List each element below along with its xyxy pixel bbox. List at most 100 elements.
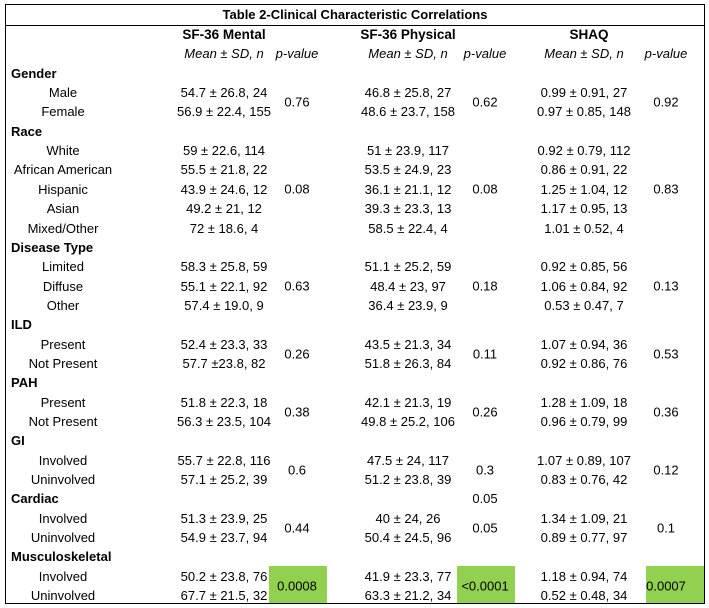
row-label: Asian [46, 201, 80, 217]
physical-cell: 49.8 ± 25.2, 106 [361, 414, 455, 429]
mental-cell: 56.3 ± 23.5, 104 [177, 414, 271, 429]
mental-cell: 67.7 ± 21.5, 32 [180, 588, 268, 604]
shaq-cell: 1.34 ± 1.09, 21 [540, 510, 628, 526]
p-value-header: p-value [644, 46, 688, 62]
shaq-cell: 0.97 ± 0.85, 148 [537, 104, 631, 120]
p-value-header: p-value [463, 46, 507, 62]
physical-cell: 40 ± 24, 26 [375, 510, 441, 526]
row-label: Not Present [28, 414, 98, 429]
shaq-cell: 0.92 ± 0.85, 56 [540, 259, 628, 275]
p-value-cell: 0.13 [653, 278, 679, 294]
mental-cell: 51.8 ± 22.3, 18 [180, 394, 268, 410]
physical-cell: 43.5 ± 21.3, 34 [364, 336, 452, 352]
shaq-cell: 0.92 ± 0.86, 76 [540, 355, 628, 371]
column-group-header: SHAQ [569, 27, 609, 42]
shaq-cell: 0.99 ± 0.91, 27 [540, 85, 628, 101]
row-label: Involved [38, 510, 88, 526]
mental-cell: 55.5 ± 21.8, 22 [180, 162, 268, 178]
row-label: Hispanic [38, 181, 88, 197]
category-label: PAH [11, 375, 38, 391]
mean-sd-header: Mean ± SD, n [184, 46, 264, 62]
row-label: Not Present [28, 355, 98, 371]
p-value-cell: 0.83 [653, 181, 679, 197]
significant-highlight [457, 565, 515, 603]
mental-cell: 57.7 ±23.8, 82 [182, 355, 266, 371]
physical-cell: 36.1 ± 21.1, 12 [364, 181, 452, 197]
physical-cell: 51 ± 23.9, 117 [366, 143, 450, 159]
row-label: Other [46, 297, 80, 313]
row-label: Limited [42, 259, 84, 275]
p-value-cell: 0.3 [475, 462, 495, 478]
shaq-cell: 0.89 ± 0.77, 97 [540, 530, 628, 546]
row-label: Involved [38, 452, 88, 468]
shaq-cell: 0.52 ± 0.48, 34 [540, 588, 628, 604]
row-label: Uninvolved [30, 588, 96, 604]
p-value-cell: 0.76 [284, 94, 310, 110]
row-label: Male [48, 85, 78, 101]
shaq-cell: 0.53 ± 0.47, 7 [544, 297, 624, 313]
physical-cell: 51.8 ± 26.3, 84 [364, 355, 452, 371]
row-label: White [46, 143, 80, 159]
shaq-cell: 1.06 ± 0.84, 92 [540, 278, 628, 294]
physical-cell: 42.1 ± 21.3, 19 [364, 394, 452, 410]
column-group-header: SF-36 Mental [182, 27, 266, 42]
p-value-cell: 0.1 [656, 520, 676, 536]
significant-highlight [646, 565, 704, 603]
row-label: Diffuse [42, 278, 84, 294]
p-value-cell: 0.0008 [277, 578, 317, 594]
p-value-cell: 0.63 [284, 278, 310, 294]
shaq-cell: 1.17 ± 0.95, 13 [540, 201, 628, 217]
mental-cell: 50.2 ± 23.8, 76 [180, 568, 268, 584]
significant-highlight [269, 565, 327, 603]
mean-sd-header: Mean ± SD, n [544, 46, 624, 62]
mental-cell: 57.1 ± 25.2, 39 [180, 472, 268, 488]
physical-cell: 36.4 ± 23.9, 9 [368, 297, 448, 313]
p-value-cell: 0.11 [472, 346, 498, 362]
p-value-cell: 0.08 [472, 181, 498, 197]
mental-cell: 58.3 ± 25.8, 59 [180, 259, 268, 275]
category-label: Disease Type [11, 239, 94, 255]
physical-cell: 53.5 ± 24.9, 23 [364, 162, 452, 178]
physical-cell: 63.3 ± 21.2, 34 [364, 588, 452, 604]
row-label: Involved [38, 568, 88, 584]
row-label: Mixed/Other [27, 220, 99, 236]
physical-cell: 50.4 ± 24.5, 96 [364, 530, 452, 546]
physical-cell: 46.8 ± 25.8, 27 [364, 85, 452, 101]
p-value-cell: 0.44 [284, 520, 310, 536]
physical-cell: 41.9 ± 23.3, 77 [364, 568, 452, 584]
physical-cell: 39.3 ± 23.3, 13 [364, 201, 452, 217]
p-value-cell: 0.92 [653, 94, 679, 110]
shaq-cell: 1.28 ± 1.09, 18 [540, 394, 628, 410]
shaq-cell: 1.18 ± 0.94, 74 [540, 568, 628, 584]
p-value-cell: <0.0001 [461, 578, 509, 594]
shaq-cell: 0.92 ± 0.79, 112 [537, 143, 631, 159]
mental-cell: 52.4 ± 23.3, 33 [180, 336, 268, 352]
mental-cell: 72 ± 18.6, 4 [189, 220, 259, 236]
row-label: Present [40, 394, 86, 410]
physical-cell: 51.1 ± 25.2, 59 [364, 259, 452, 275]
row-label: African American [13, 162, 113, 178]
category-label: ILD [11, 317, 32, 333]
shaq-cell: 0.86 ± 0.91, 22 [540, 162, 628, 178]
category-label: GI [11, 433, 25, 449]
p-value-cell: 0.08 [284, 181, 310, 197]
p-value-cell: 0.05 [472, 491, 498, 507]
mental-cell: 54.7 ± 26.8, 24 [180, 85, 268, 101]
mental-cell: 56.9 ± 22.4, 155 [177, 104, 271, 120]
column-group-header: SF-36 Physical [360, 27, 456, 42]
row-label: Uninvolved [30, 530, 96, 546]
mental-cell: 59 ± 22.6, 114 [182, 143, 266, 159]
shaq-cell: 1.25 ± 1.04, 12 [540, 181, 628, 197]
physical-cell: 48.4 ± 23, 97 [370, 278, 446, 294]
p-value-cell: 0.53 [653, 346, 679, 362]
row-label: Female [41, 104, 85, 120]
shaq-cell: 1.01 ± 0.52, 4 [544, 220, 624, 236]
shaq-cell: 1.07 ± 0.94, 36 [540, 336, 628, 352]
p-value-cell: 0.36 [653, 404, 679, 420]
p-value-cell: 0.6 [287, 462, 307, 478]
table-frame: Table 2-Clinical Characteristic Correlat… [5, 4, 705, 604]
p-value-cell: 0.0007 [646, 578, 686, 594]
table-title: Table 2-Clinical Characteristic Correlat… [6, 5, 704, 26]
p-value-cell: 0.18 [472, 278, 498, 294]
physical-cell: 48.6 ± 23.7, 158 [361, 104, 455, 120]
